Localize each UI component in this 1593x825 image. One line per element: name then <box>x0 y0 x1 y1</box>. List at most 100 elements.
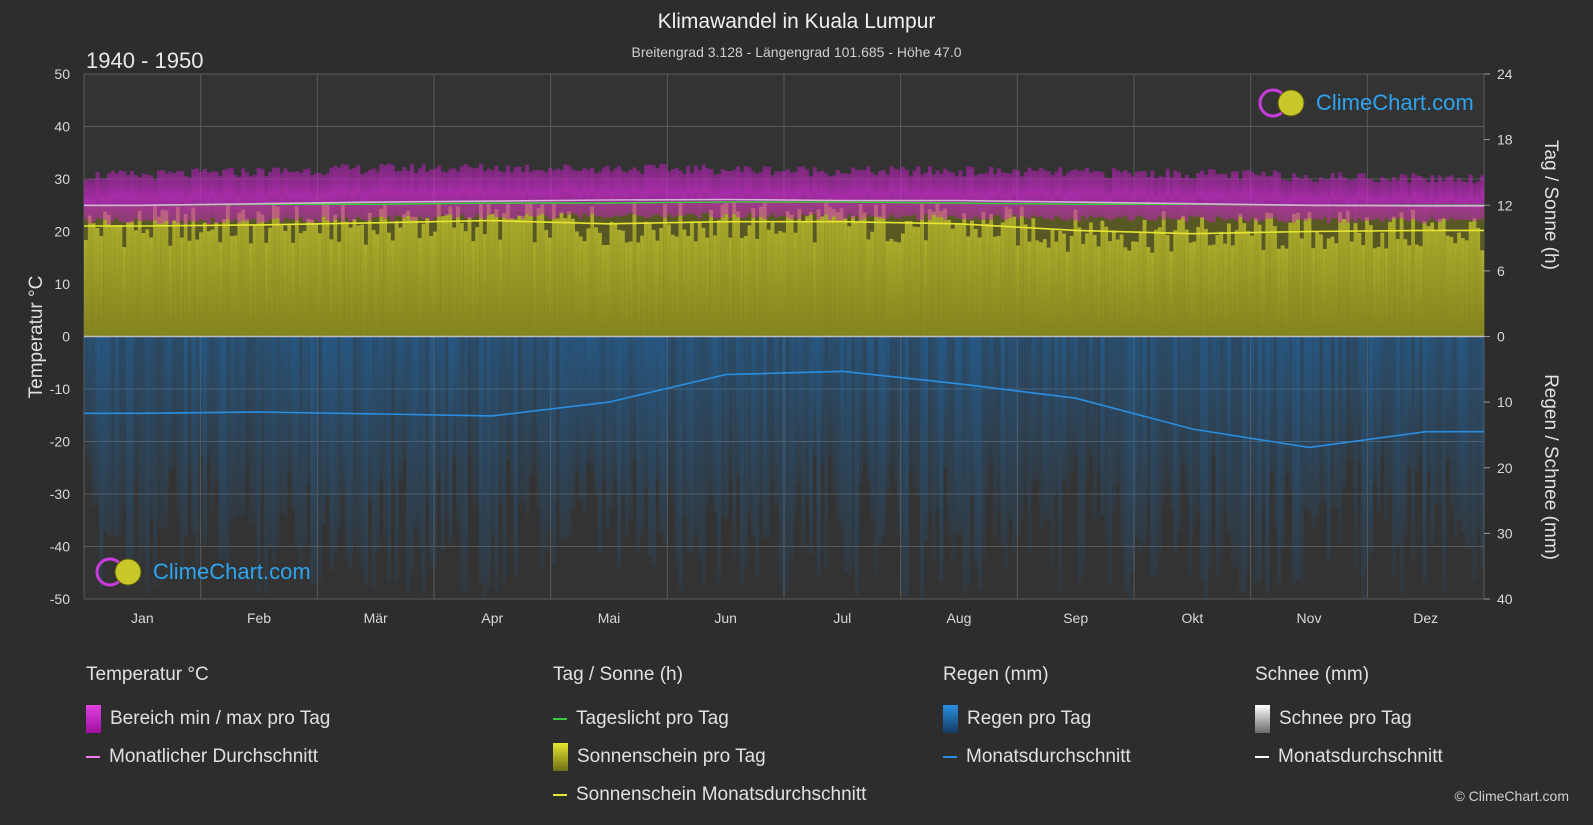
sunshine-strip <box>797 209 802 337</box>
rain-strip <box>532 336 537 467</box>
temp-range-strip <box>264 175 269 223</box>
sunshine-strip <box>1445 235 1450 337</box>
rain-strip <box>509 336 514 494</box>
temp-range-strip <box>912 170 917 215</box>
rain-strip <box>1165 336 1170 485</box>
sunshine-strip <box>482 234 487 337</box>
temp-range-strip <box>1196 173 1201 217</box>
sunshine-strip <box>202 222 207 337</box>
rain-strip <box>1108 336 1113 585</box>
rain-strip <box>943 336 948 469</box>
temp-range-strip <box>1430 175 1435 219</box>
rain-strip <box>521 336 526 502</box>
rain-strip <box>1138 336 1143 554</box>
sunshine-strip <box>1119 234 1124 337</box>
temp-range-strip <box>137 177 142 222</box>
rain-strip <box>950 336 955 564</box>
sunshine-strip <box>977 237 982 337</box>
temp-range-strip <box>528 171 533 217</box>
rain-strip <box>1472 336 1477 581</box>
temp-avg-swatch <box>86 756 100 758</box>
rain-strip <box>582 336 587 513</box>
rain-strip <box>609 336 614 509</box>
rain-strip <box>513 336 518 576</box>
rain-strip <box>482 336 487 599</box>
sunshine-strip <box>816 209 821 337</box>
rain-strip <box>479 336 484 583</box>
sunshine-strip <box>1081 243 1086 337</box>
temp-range-strip <box>785 169 790 218</box>
rain-strip <box>505 336 510 461</box>
sunshine-strip <box>1460 238 1466 337</box>
temp-range-strip <box>551 170 556 220</box>
temp-range-strip <box>1234 171 1239 222</box>
sunshine-strip <box>1192 241 1197 337</box>
rain-strip <box>682 336 687 516</box>
sunshine-strip <box>521 216 526 337</box>
temp-range-strip <box>720 169 725 218</box>
temp-range-strip <box>517 166 522 216</box>
temp-range-strip <box>751 171 756 219</box>
temp-range-strip <box>571 169 576 214</box>
x-tick-label: Mai <box>598 610 621 626</box>
sunshine-strip <box>647 223 652 337</box>
legend-title: Temperatur °C <box>86 664 209 685</box>
temp-range-strip <box>1165 168 1170 218</box>
temp-range-strip <box>1384 179 1389 218</box>
sunshine-strip <box>118 225 123 337</box>
sunshine-strip <box>1085 233 1090 337</box>
rain-strip <box>325 336 330 496</box>
rain-strip <box>620 336 626 497</box>
temp-range-strip <box>966 166 971 220</box>
sunshine-strip <box>1050 228 1055 337</box>
rain-strip <box>1265 336 1270 595</box>
legend-item: Monatsdurchschnitt <box>1255 738 1443 776</box>
x-tick-label: Apr <box>481 610 503 626</box>
temp-range-strip <box>1096 171 1101 218</box>
rain-strip <box>831 336 836 492</box>
rain-strip <box>367 336 372 499</box>
rain-strip <box>1119 336 1124 549</box>
temp-range-strip <box>1127 172 1132 220</box>
rain-strip <box>110 336 115 537</box>
temp-range-strip <box>340 164 346 222</box>
sunshine-strip <box>1035 240 1040 337</box>
temp-range-strip <box>206 172 211 225</box>
rain-strip <box>444 336 449 519</box>
sunshine-strip <box>1069 235 1074 337</box>
temp-range-strip <box>1157 176 1163 217</box>
rain-strip <box>1426 336 1431 473</box>
rain-strip <box>732 336 737 557</box>
sunshine-strip <box>617 229 622 337</box>
y-left-tick-label: 10 <box>54 276 70 292</box>
sunshine-strip <box>433 231 438 337</box>
sunshine-strip <box>713 235 718 337</box>
rain-strip <box>993 336 998 537</box>
sunshine-avg-line <box>84 219 1484 235</box>
sunshine-strip <box>966 236 971 337</box>
temp-range-strip <box>521 172 526 220</box>
rain-strip <box>743 336 748 567</box>
rain-strip <box>1100 336 1105 516</box>
temp-range-strip <box>494 165 499 218</box>
temp-range-strip <box>122 171 127 223</box>
sunshine-avg-swatch <box>553 794 567 796</box>
temp-range-strip <box>559 169 564 214</box>
y-right-top-tick-label: 24 <box>1497 66 1513 82</box>
temp-range-strip <box>1372 181 1377 220</box>
sunshine-strip <box>716 220 721 337</box>
rain-strip <box>467 336 472 459</box>
rain-strip <box>1376 336 1381 513</box>
sunshine-strip <box>183 213 188 337</box>
sunshine-strip <box>709 209 714 337</box>
sunshine-strip <box>84 239 89 337</box>
sunshine-strip <box>337 241 342 337</box>
sunshine-strip <box>1303 218 1308 337</box>
temp-range-strip <box>655 168 660 215</box>
rain-strip <box>590 336 595 467</box>
rain-strip <box>544 336 549 551</box>
temp-range-strip <box>1303 175 1308 222</box>
x-tick-label: Jul <box>833 610 851 626</box>
rain-strip <box>1261 336 1266 507</box>
temp-range-strip <box>225 168 230 220</box>
